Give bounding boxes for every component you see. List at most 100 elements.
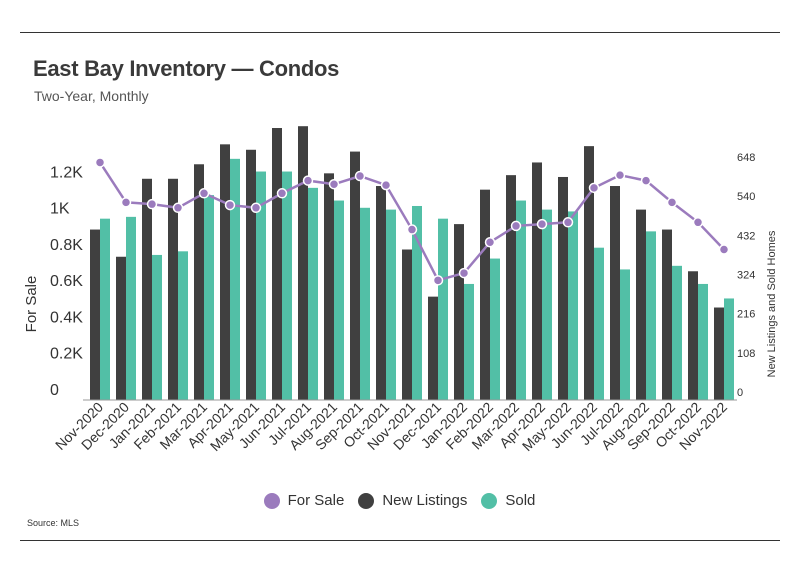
for-sale-point [224,199,236,211]
right-tick-label: 0 [737,387,743,399]
new-listings-bar [272,128,282,400]
for-sale-point [406,224,418,235]
for-sale-point [588,182,600,194]
new-listings-bar [350,151,360,400]
sold-bar [412,205,422,400]
sold-bar [230,158,240,400]
left-tick-label: 1.2K [50,164,83,181]
left-tick-label: 1K [50,201,70,218]
new-listings-swatch-icon [358,492,375,509]
for-sale-point [172,202,184,214]
left-tick-label: 0.4K [50,309,83,326]
sold-bar [646,231,656,400]
for-sale-point [692,217,704,228]
sold-bar [100,218,110,400]
legend-label-sold: Sold [505,492,536,509]
sold-bar [438,218,448,400]
for-sale-point [120,197,132,208]
new-listings-bar [454,224,464,400]
legend-label-for-sale: For Sale [287,492,345,509]
legend-item-new-listings[interactable]: New Listings [358,492,467,509]
left-tick-label: 0.6K [50,273,83,290]
for-sale-point [354,170,366,182]
for-sale-point [146,198,158,210]
for-sale-point [640,175,652,186]
for-sale-point [198,188,210,199]
new-listings-bar [376,186,386,400]
bottom-rule [20,540,780,541]
right-tick-label: 216 [737,309,755,321]
sold-bar [672,265,682,400]
new-listings-bar [194,164,204,400]
for-sale-point [380,179,392,191]
new-listings-bar [116,256,126,400]
new-listings-bar [324,173,334,400]
right-tick-label: 108 [737,348,755,360]
new-listings-bar [688,271,698,400]
for-sale-point [484,237,496,248]
for-sale-swatch-icon [263,492,280,509]
right-axis-label: New Listings and Sold Homes [766,230,778,377]
sold-bar [178,251,188,400]
new-listings-bar [142,178,152,400]
for-sale-point [718,244,730,255]
for-sale-point [614,169,626,181]
right-tick-label: 324 [737,270,755,282]
sold-bar [360,207,370,400]
new-listings-bar [402,249,412,400]
new-listings-bar [428,296,438,400]
new-listings-bar [610,186,620,400]
new-listings-bar [558,176,568,400]
new-listings-bar [168,178,178,400]
new-listings-bar [714,307,724,400]
left-axis-ticks: 0 0.2K 0.4K 0.6K 0.8K 1K 1.2K [50,164,83,399]
x-axis-tick-labels: Nov-2020Dec-2020Jan-2021Feb-2021Mar-2021… [52,399,730,454]
right-axis-ticks: 0 108 216 324 432 540 648 [737,152,755,399]
top-rule [20,32,780,33]
left-tick-label: 0.2K [50,346,83,363]
legend-item-for-sale[interactable]: For Sale [263,492,345,509]
new-listings-bar [506,175,516,400]
sold-bar [464,283,474,400]
for-sale-point [562,217,574,228]
legend-item-sold[interactable]: Sold [481,492,535,509]
for-sale-point [276,188,288,199]
chart-legend: For Sale New Listings Sold [0,492,799,509]
sold-bar [568,211,578,400]
sold-bar [256,171,266,400]
for-sale-point [536,218,548,230]
chart-subtitle: Two-Year, Monthly [34,88,149,104]
legend-label-new-listings: New Listings [382,492,468,509]
sold-bar [542,209,552,400]
for-sale-point [328,178,340,190]
new-listings-bar [584,146,594,400]
for-sale-point [432,275,444,286]
for-sale-point [302,175,314,186]
for-sale-point [250,202,262,214]
left-axis-label: For Sale [23,276,40,333]
sold-bar [152,254,162,400]
sold-bar [126,216,136,400]
for-sale-point [510,220,522,232]
for-sale-point [666,197,678,208]
right-tick-label: 648 [737,152,755,164]
new-listings-bar [246,149,256,400]
source-note: Source: MLS [27,518,80,528]
chart-title: East Bay Inventory — Condos [33,56,340,81]
new-listings-bar [532,162,542,400]
bar-marks [90,126,734,400]
left-tick-label: 0.8K [50,237,83,254]
for-sale-point [94,157,106,168]
sold-bar [724,298,734,400]
right-tick-label: 540 [737,191,755,203]
new-listings-bar [220,144,230,400]
new-listings-bar [480,189,490,400]
new-listings-bar [298,126,308,400]
sold-bar [308,187,318,400]
sold-bar [282,171,292,400]
sold-bar [204,195,214,400]
sold-bar [490,258,500,400]
sold-bar [594,247,604,400]
new-listings-bar [662,229,672,400]
